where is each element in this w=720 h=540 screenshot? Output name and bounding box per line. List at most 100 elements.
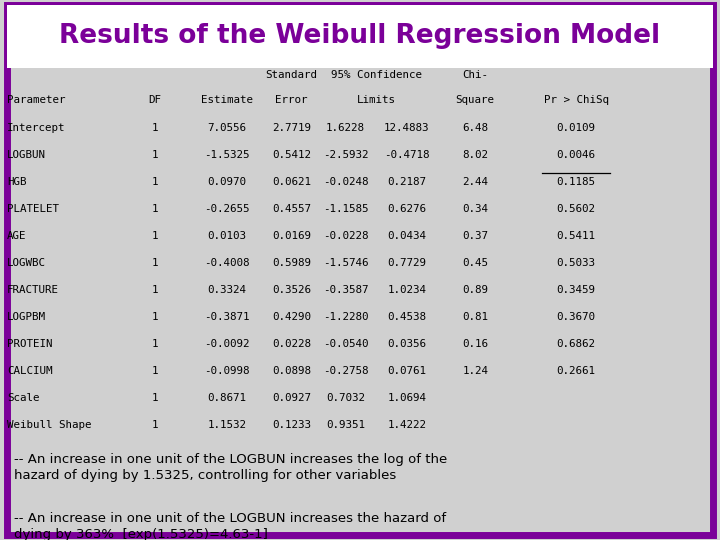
Text: 0.3670: 0.3670 — [557, 312, 595, 322]
Text: LOGWBC: LOGWBC — [7, 258, 46, 268]
Text: 95% Confidence: 95% Confidence — [330, 70, 422, 80]
Text: PROTEIN: PROTEIN — [7, 339, 53, 349]
Text: 0.0621: 0.0621 — [272, 177, 311, 187]
Text: 2.7719: 2.7719 — [272, 123, 311, 133]
Text: -0.0228: -0.0228 — [323, 231, 369, 241]
Text: FRACTURE: FRACTURE — [7, 285, 59, 295]
Text: 0.0228: 0.0228 — [272, 339, 311, 349]
Text: 0.2661: 0.2661 — [557, 366, 595, 376]
Text: 0.0169: 0.0169 — [272, 231, 311, 241]
Text: 0.5989: 0.5989 — [272, 258, 311, 268]
Text: 0.0898: 0.0898 — [272, 366, 311, 376]
Text: 0.0109: 0.0109 — [557, 123, 595, 133]
Text: -1.5325: -1.5325 — [204, 150, 250, 160]
Text: 0.4557: 0.4557 — [272, 204, 311, 214]
Text: 0.37: 0.37 — [462, 231, 488, 241]
Text: 0.0970: 0.0970 — [207, 177, 246, 187]
Text: -2.5932: -2.5932 — [323, 150, 369, 160]
Text: -- An increase in one unit of the LOGBUN increases the log of the
hazard of dyin: -- An increase in one unit of the LOGBUN… — [14, 453, 448, 482]
Text: 0.0103: 0.0103 — [207, 231, 246, 241]
Text: 1.0694: 1.0694 — [387, 393, 426, 403]
Text: 0.1185: 0.1185 — [557, 177, 595, 187]
Text: 0.0356: 0.0356 — [387, 339, 426, 349]
Text: DF: DF — [148, 95, 161, 105]
Text: 0.9351: 0.9351 — [326, 420, 365, 430]
Text: -0.2655: -0.2655 — [204, 204, 250, 214]
Text: 0.7729: 0.7729 — [387, 258, 426, 268]
Text: 0.6862: 0.6862 — [557, 339, 595, 349]
Text: 1: 1 — [151, 150, 158, 160]
Text: 12.4883: 12.4883 — [384, 123, 430, 133]
Text: Standard: Standard — [266, 70, 318, 80]
Text: 0.1233: 0.1233 — [272, 420, 311, 430]
Text: 7.0556: 7.0556 — [207, 123, 246, 133]
Text: 0.5602: 0.5602 — [557, 204, 595, 214]
Text: 1.0234: 1.0234 — [387, 285, 426, 295]
Text: 1: 1 — [151, 393, 158, 403]
Text: Chi-: Chi- — [462, 70, 488, 80]
Text: HGB: HGB — [7, 177, 27, 187]
Text: 0.0927: 0.0927 — [272, 393, 311, 403]
Text: Pr > ChiSq: Pr > ChiSq — [544, 95, 608, 105]
Text: 0.0761: 0.0761 — [387, 366, 426, 376]
Text: 1: 1 — [151, 177, 158, 187]
Text: Intercept: Intercept — [7, 123, 66, 133]
Text: Error: Error — [275, 95, 308, 105]
Text: -0.0092: -0.0092 — [204, 339, 250, 349]
Text: 0.16: 0.16 — [462, 339, 488, 349]
Text: CALCIUM: CALCIUM — [7, 366, 53, 376]
Text: 1: 1 — [151, 339, 158, 349]
Text: Weibull Shape: Weibull Shape — [7, 420, 91, 430]
Text: 0.89: 0.89 — [462, 285, 488, 295]
Text: -0.4718: -0.4718 — [384, 150, 430, 160]
Text: 1.1532: 1.1532 — [207, 420, 246, 430]
Text: -0.2758: -0.2758 — [323, 366, 369, 376]
Text: 1: 1 — [151, 312, 158, 322]
Text: -0.4008: -0.4008 — [204, 258, 250, 268]
Text: -0.3871: -0.3871 — [204, 312, 250, 322]
Text: 0.4538: 0.4538 — [387, 312, 426, 322]
Text: 0.5033: 0.5033 — [557, 258, 595, 268]
Text: 0.5411: 0.5411 — [557, 231, 595, 241]
Text: 0.34: 0.34 — [462, 204, 488, 214]
Text: 1: 1 — [151, 366, 158, 376]
Text: 0.5412: 0.5412 — [272, 150, 311, 160]
Text: Estimate: Estimate — [201, 95, 253, 105]
Text: 0.45: 0.45 — [462, 258, 488, 268]
Text: 6.48: 6.48 — [462, 123, 488, 133]
Text: 0.3324: 0.3324 — [207, 285, 246, 295]
Text: 1: 1 — [151, 420, 158, 430]
Text: -1.1585: -1.1585 — [323, 204, 369, 214]
Text: -- An increase in one unit of the LOGBUN increases the hazard of
dying by 363%  : -- An increase in one unit of the LOGBUN… — [14, 512, 446, 540]
Text: 0.3526: 0.3526 — [272, 285, 311, 295]
Text: PLATELET: PLATELET — [7, 204, 59, 214]
Text: 0.4290: 0.4290 — [272, 312, 311, 322]
Text: -0.3587: -0.3587 — [323, 285, 369, 295]
Text: 8.02: 8.02 — [462, 150, 488, 160]
Text: 0.81: 0.81 — [462, 312, 488, 322]
Text: 1.24: 1.24 — [462, 366, 488, 376]
Text: 0.3459: 0.3459 — [557, 285, 595, 295]
Text: Results of the Weibull Regression Model: Results of the Weibull Regression Model — [60, 23, 660, 49]
Text: -1.5746: -1.5746 — [323, 258, 369, 268]
Text: -1.2280: -1.2280 — [323, 312, 369, 322]
Text: 0.0434: 0.0434 — [387, 231, 426, 241]
Text: LOGBUN: LOGBUN — [7, 150, 46, 160]
Text: 0.6276: 0.6276 — [387, 204, 426, 214]
Text: Square: Square — [456, 95, 495, 105]
Text: 1: 1 — [151, 258, 158, 268]
Text: 1.6228: 1.6228 — [326, 123, 365, 133]
Text: 1: 1 — [151, 285, 158, 295]
Text: 0.8671: 0.8671 — [207, 393, 246, 403]
Text: Scale: Scale — [7, 393, 40, 403]
Text: 1: 1 — [151, 204, 158, 214]
Text: Parameter: Parameter — [7, 95, 66, 105]
Text: 2.44: 2.44 — [462, 177, 488, 187]
Text: LOGPBM: LOGPBM — [7, 312, 46, 322]
Text: -0.0998: -0.0998 — [204, 366, 250, 376]
Text: 0.2187: 0.2187 — [387, 177, 426, 187]
Text: -0.0248: -0.0248 — [323, 177, 369, 187]
Text: 1.4222: 1.4222 — [387, 420, 426, 430]
Text: AGE: AGE — [7, 231, 27, 241]
Text: 1: 1 — [151, 231, 158, 241]
